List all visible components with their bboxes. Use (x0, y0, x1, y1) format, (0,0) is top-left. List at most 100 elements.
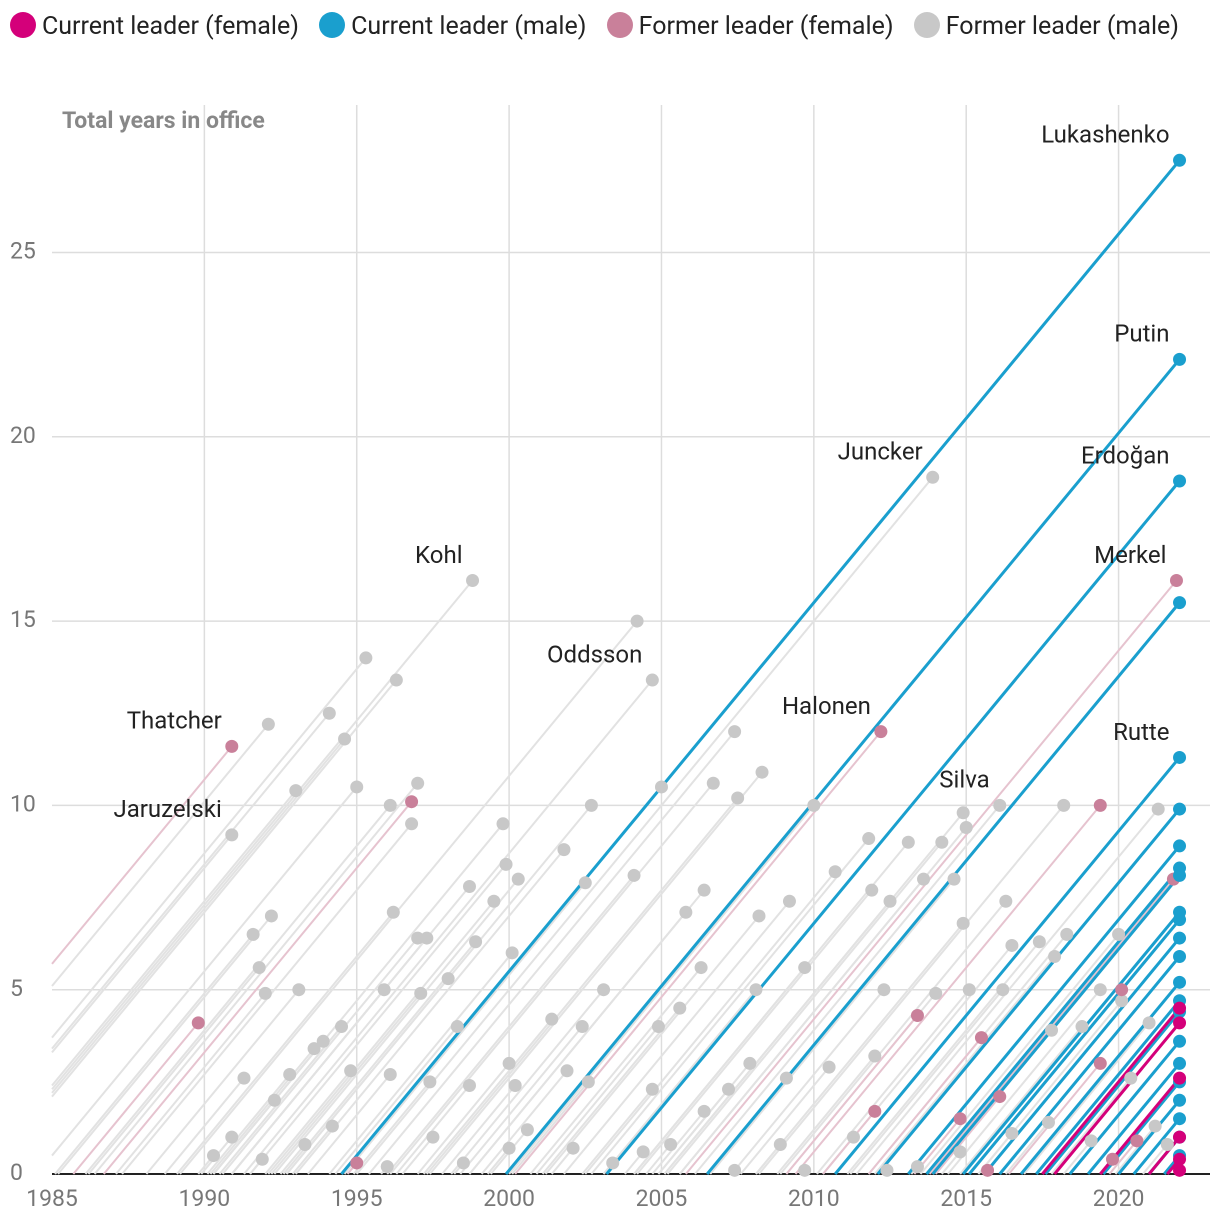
point (450, 1020, 464, 1034)
point (267, 1093, 281, 1107)
tenure-line (959, 1025, 1083, 1175)
tenure-line (179, 620, 638, 1175)
tenure-line (678, 826, 967, 1175)
legend-swatch (319, 12, 346, 38)
point (752, 909, 766, 923)
legend-label: Current leader (female) (42, 12, 299, 41)
point (1045, 1023, 1059, 1037)
point (1173, 1112, 1187, 1126)
point (1048, 950, 1062, 964)
tenure-line (876, 808, 1181, 1175)
point (389, 673, 403, 687)
point (575, 1020, 589, 1034)
tenure-line (968, 918, 1181, 1175)
point (225, 1130, 239, 1144)
point (1173, 1152, 1187, 1166)
tenure-line (221, 937, 419, 1175)
point (1115, 983, 1129, 997)
tenure-line (423, 1018, 553, 1175)
point (673, 1001, 687, 1015)
tenure-line (51, 657, 367, 1039)
point (1173, 1056, 1187, 1070)
tenure-line (93, 782, 419, 1175)
tenure-line (295, 848, 565, 1175)
tenure-line (57, 915, 273, 1175)
point (993, 798, 1007, 812)
tenure-line (666, 841, 943, 1175)
point (722, 1082, 736, 1096)
tenure-line (931, 874, 1181, 1175)
point (505, 946, 519, 960)
tenure-line (925, 867, 1181, 1175)
legend-swatch (606, 12, 633, 38)
tenure-line (529, 966, 702, 1175)
point (377, 983, 391, 997)
tenure-line (285, 977, 449, 1175)
leader-label: Lukashenko (1041, 121, 1169, 149)
legend-item: Former leader (female) (606, 12, 894, 41)
point (386, 905, 400, 919)
point (627, 868, 641, 882)
tenure-line (267, 900, 495, 1175)
leader-label: Juncker (838, 438, 923, 466)
tenure-line (794, 804, 1102, 1175)
tenure-line (389, 782, 715, 1175)
point (1173, 802, 1187, 816)
tenure-line (544, 915, 760, 1175)
point (846, 1130, 860, 1144)
point (316, 1034, 330, 1048)
tenure-line (72, 1022, 200, 1175)
point (350, 780, 364, 794)
tenure-line (504, 358, 1181, 1175)
point (292, 983, 306, 997)
point (697, 1104, 711, 1118)
leader-label: Oddsson (547, 640, 642, 668)
point (1173, 153, 1187, 167)
point (636, 1145, 650, 1159)
legend-label: Current leader (male) (351, 12, 587, 41)
point (956, 806, 970, 820)
tenure-line (694, 804, 1001, 1175)
tenure-line (441, 1084, 516, 1175)
point (679, 905, 693, 919)
point (1093, 1056, 1107, 1070)
point (1173, 474, 1187, 488)
y-tick-label: 10 (10, 790, 36, 817)
point (728, 725, 742, 739)
point (1173, 950, 1187, 964)
point (338, 732, 352, 746)
point (584, 798, 598, 812)
tenure-line (51, 738, 346, 1094)
tenure-line (386, 874, 635, 1175)
leader-label: Merkel (1094, 541, 1166, 569)
point (1142, 1016, 1156, 1030)
point (743, 1056, 757, 1070)
point (1084, 1134, 1098, 1148)
point (246, 927, 260, 941)
leader-label: Thatcher (127, 707, 222, 735)
point (996, 983, 1010, 997)
point (1060, 927, 1074, 941)
point (1041, 1115, 1055, 1129)
point (383, 798, 397, 812)
chart-title: Total years in office (62, 107, 265, 134)
leader-label: Silva (939, 766, 989, 794)
tenure-line (1053, 1021, 1181, 1175)
point (798, 1163, 812, 1177)
point (225, 828, 239, 842)
tenure-line (605, 480, 1181, 1175)
point (283, 1067, 297, 1081)
leader-label: Kohl (415, 541, 462, 569)
x-tick-label: 2010 (788, 1185, 840, 1212)
point (520, 1123, 534, 1137)
point (926, 470, 940, 484)
leader-label: Rutte (1113, 718, 1169, 746)
point (630, 614, 644, 628)
tenure-line (758, 804, 1065, 1175)
y-tick-label: 0 (10, 1159, 23, 1186)
tenure-line (87, 966, 260, 1175)
point (868, 1049, 882, 1063)
point (466, 574, 480, 588)
